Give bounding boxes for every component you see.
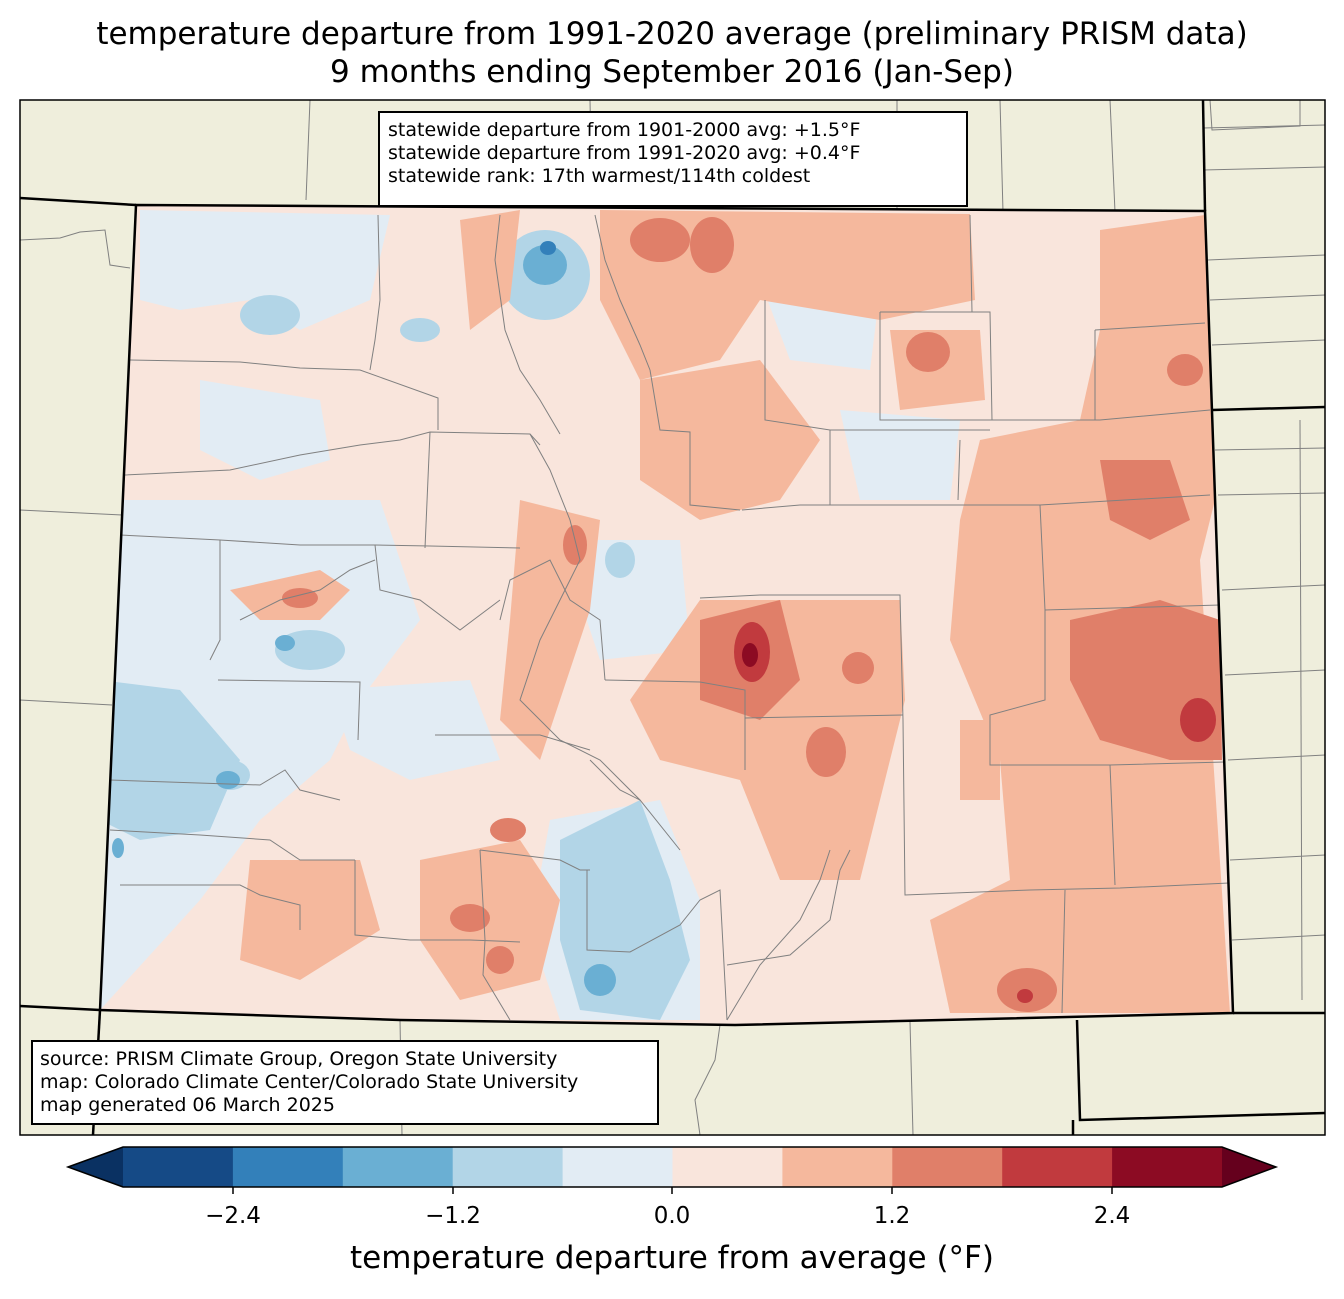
- colorbar-bin: [342, 1147, 454, 1187]
- map-title-line1: temperature departure from 1991-2020 ave…: [96, 16, 1248, 52]
- map-frame: [19, 99, 1326, 1136]
- colorbar-tick-label: −1.2: [425, 1203, 481, 1229]
- colorbar-tick-label: 0.0: [653, 1203, 691, 1229]
- colorbar-bin: [232, 1147, 344, 1187]
- colorbar-tick-label: 1.2: [873, 1203, 911, 1229]
- stats-line-1991-2020: statewide departure from 1991-2020 avg: …: [388, 142, 861, 164]
- colorbar-extend-high: [1222, 1147, 1276, 1187]
- colorbar-tick-label: −2.4: [205, 1203, 261, 1229]
- source-line-generated: map generated 06 March 2025: [40, 1094, 335, 1116]
- stats-line-rank: statewide rank: 17th warmest/114th colde…: [388, 165, 811, 187]
- state-borders: [20, 100, 1325, 1135]
- anomaly-coldest: [540, 241, 556, 255]
- colorbar-bin: [782, 1147, 893, 1187]
- anomaly-cold: [112, 245, 616, 996]
- colorbar-bin: [1002, 1147, 1113, 1187]
- source-line-map: map: Colorado Climate Center/Colorado St…: [40, 1071, 579, 1093]
- colorbar-tick-label: 2.4: [1093, 1203, 1131, 1229]
- colorbar-bin: [672, 1147, 783, 1187]
- colorbar-bin: [123, 1147, 234, 1187]
- map-title-line2: 9 months ending September 2016 (Jan-Sep): [330, 54, 1014, 90]
- colorbar-outline: [65, 1146, 1279, 1188]
- statewide-stats-box: statewide departure from 1901-2000 avg: …: [378, 111, 968, 207]
- colorbar-bin: [452, 1147, 564, 1187]
- colorado-county-lines: [109, 214, 1231, 1021]
- colorbar-bin: [892, 1147, 1003, 1187]
- colorbar-extend-low: [68, 1147, 123, 1187]
- source-credit-box: source: PRISM Climate Group, Oregon Stat…: [31, 1040, 659, 1125]
- colorbar-label: temperature departure from average (°F): [350, 1240, 994, 1276]
- colorbar-bin: [1112, 1147, 1223, 1187]
- anomaly-hottest: [742, 643, 758, 667]
- anomaly-warm: [230, 210, 1230, 1013]
- stats-line-1901-2000: statewide departure from 1901-2000 avg: …: [388, 119, 861, 141]
- colorbar-bin: [562, 1147, 673, 1187]
- colorbar: [65, 1146, 1279, 1194]
- source-line-prism: source: PRISM Climate Group, Oregon Stat…: [40, 1048, 558, 1070]
